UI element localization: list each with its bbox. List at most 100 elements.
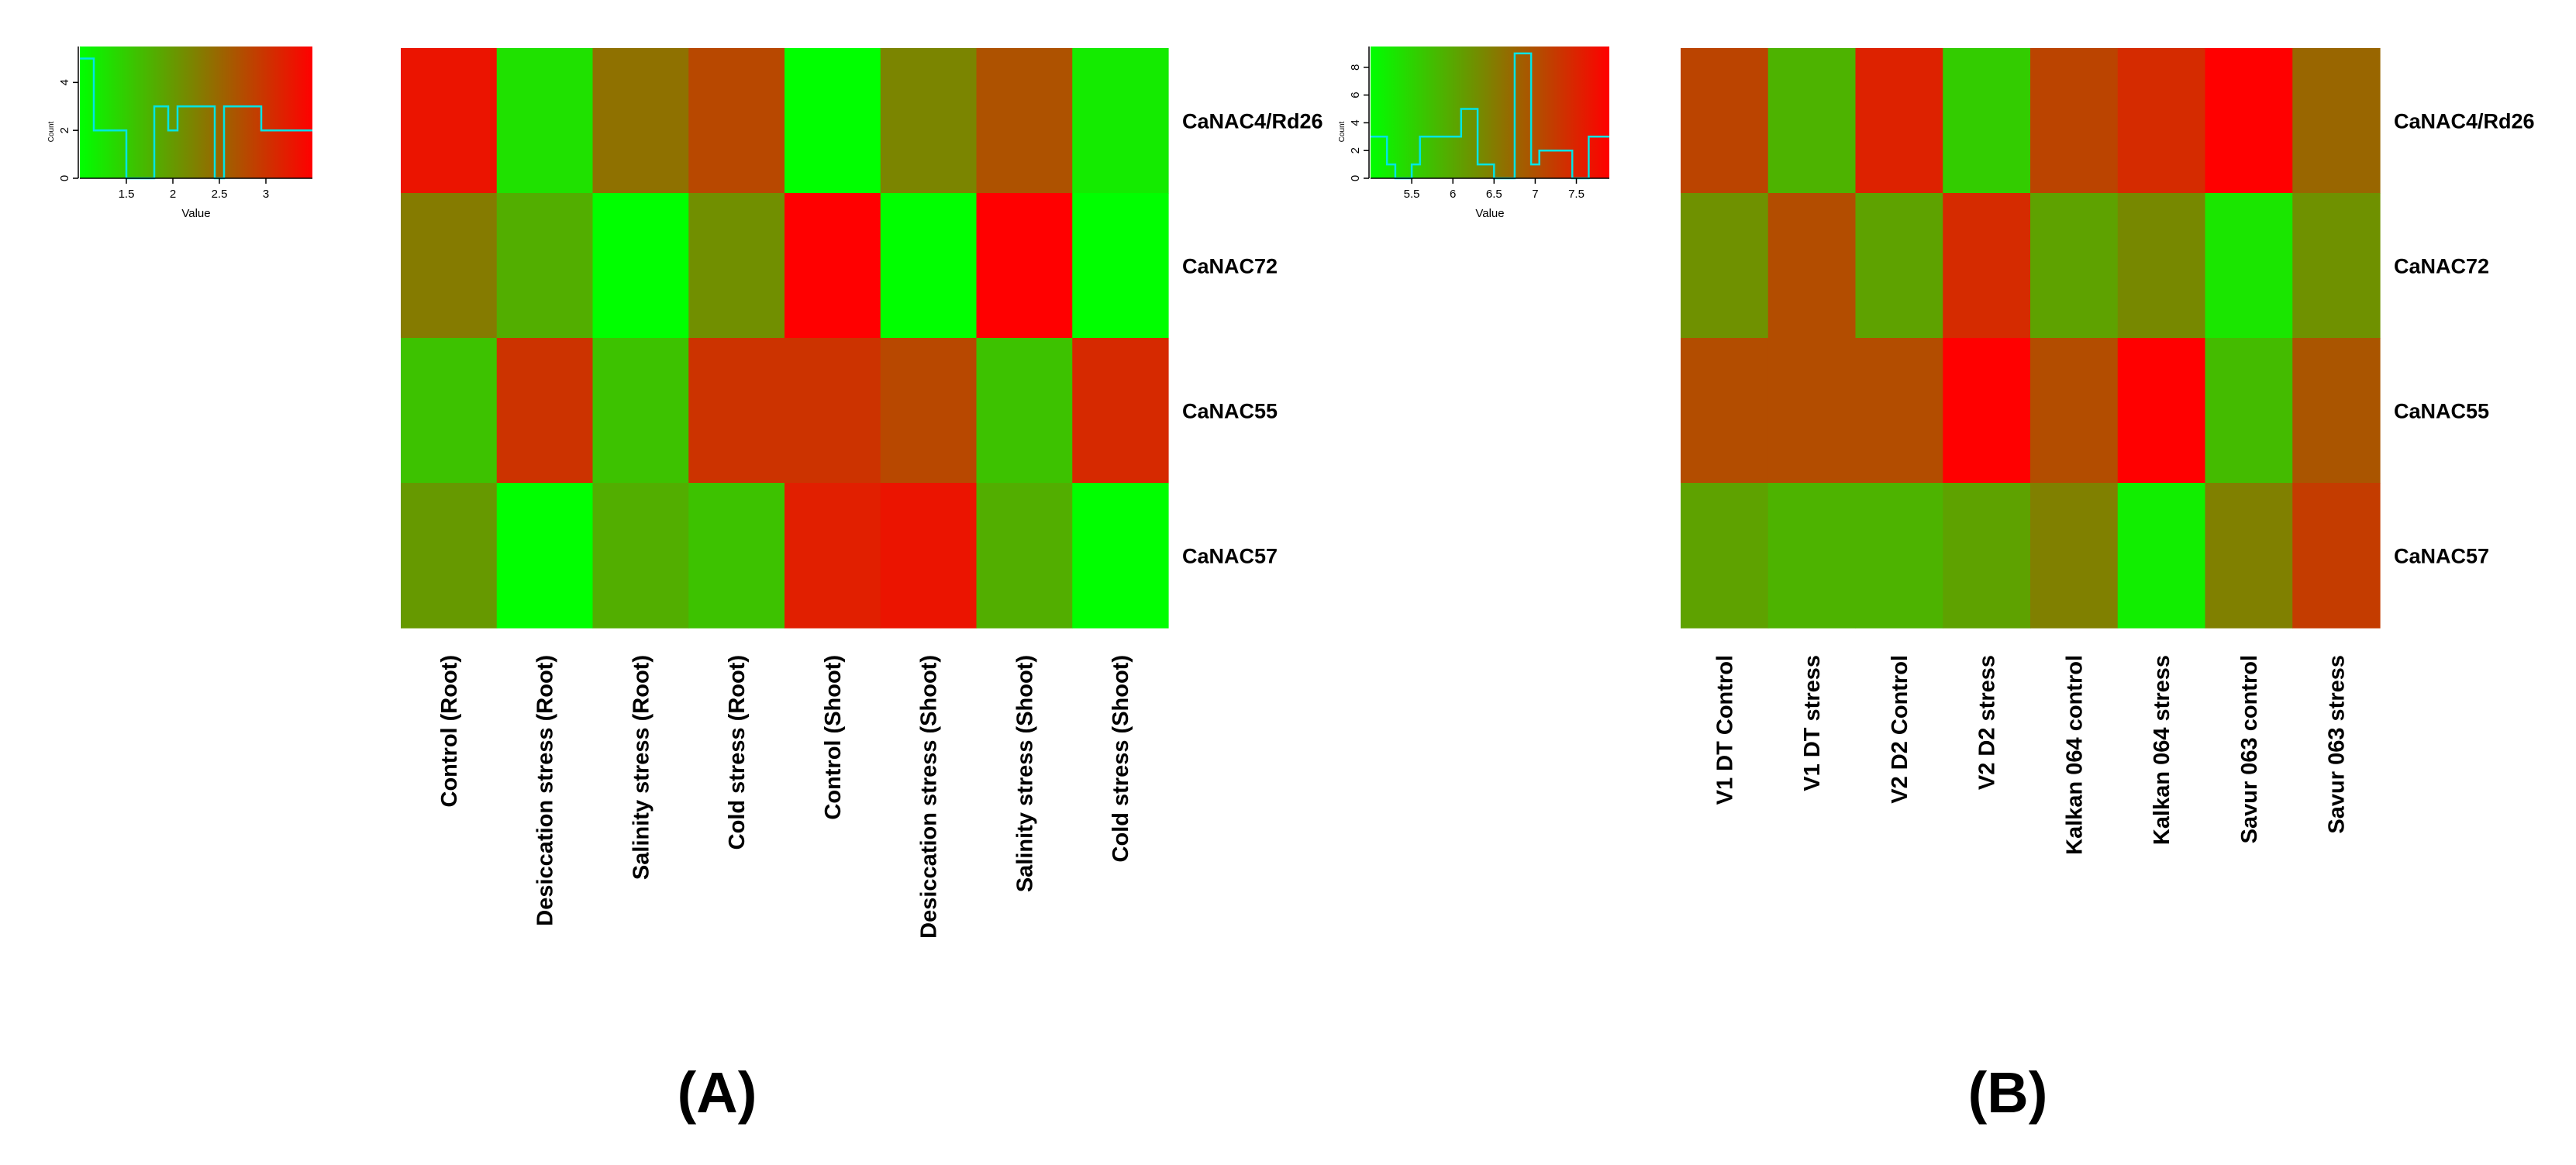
heatmap-cell [592,193,689,339]
heatmap-cell [592,338,689,484]
heatmap-cell [401,193,498,339]
heatmap-cell [2030,193,2119,339]
heatmap-cell [785,483,881,629]
color-key-y-label: Count [1338,121,1347,142]
color-key-y-tick-label: 0 [1349,175,1362,181]
heatmap-cell [1072,483,1169,629]
heatmap-cell [592,483,689,629]
color-key-y-label: Count [47,121,56,142]
heatmap-cell [1767,48,1857,194]
color-key-gradient [1371,47,1609,178]
heatmap-cell [688,48,785,194]
row-label: CaNAC4/Rd26 [1182,110,1323,133]
heatmap-cell [1767,338,1857,484]
heatmap-cell [688,483,785,629]
heatmap-cell [2205,48,2293,194]
column-label: Kalkan 064 control [2062,655,2087,855]
heatmap-cell [1681,193,1769,339]
heatmap-cell [401,48,498,194]
column-label: Kalkan 064 stress [2150,655,2174,845]
row-label: CaNAC55 [1182,400,1278,423]
heatmap-cell [976,483,1073,629]
heatmap-cell [1681,48,1769,194]
color-key-x-tick-label: 2 [170,188,176,201]
color-key-x-tick-label: 6 [1450,188,1456,201]
heatmap-cell [1767,193,1857,339]
heatmap-cell [401,338,498,484]
figure-label-a: (A) [678,1060,757,1125]
heatmap-cell [785,193,881,339]
row-label: CaNAC57 [2394,545,2489,568]
heatmap-cell [1855,48,1943,194]
heatmap-cell [496,48,594,194]
row-label: CaNAC72 [2394,255,2489,278]
heatmap-cell [1072,338,1169,484]
column-label: Desiccation stress (Shoot) [917,655,942,939]
heatmap-cell [785,48,881,194]
heatmap-cell [1855,483,1943,629]
column-label: Savur 063 stress [2325,655,2350,834]
color-key-y-tick-label: 4 [58,79,71,85]
heatmap-cell [2292,48,2381,194]
color-key-y-tick-label: 0 [58,175,71,181]
heatmap-cell [785,338,881,484]
heatmap-cell [1681,338,1769,484]
heatmap-cell [976,48,1073,194]
color-key-y-tick-label: 2 [1349,147,1362,153]
heatmap-cell [496,483,594,629]
heatmap-cell [1855,193,1943,339]
color-key-y-tick-label: 8 [1349,64,1362,71]
color-key-y-tick-label: 4 [1349,119,1362,126]
color-key-x-tick-label: 3 [263,188,269,201]
heatmap-cell [2117,483,2206,629]
column-label: Control (Root) [437,655,462,808]
column-label: Cold stress (Root) [725,655,750,850]
heatmap-cell [2030,483,2119,629]
heatmap-cell [1072,193,1169,339]
column-label: Cold stress (Shoot) [1109,655,1133,862]
heatmap-cell [976,193,1073,339]
color-key-histogram [80,57,312,180]
column-label: V1 DT Control [1712,655,1737,805]
figure-label-b: (B) [1968,1060,2048,1125]
heatmap-cell [2205,483,2293,629]
color-key-x-tick-label: 2.5 [212,188,228,201]
heatmap-cell [880,193,978,339]
color-key-x-tick-label: 5.5 [1404,188,1420,201]
column-label: Desiccation stress (Root) [533,655,558,926]
heatmap-cell [1681,483,1769,629]
heatmap-cell [496,193,594,339]
color-key-x-label: Value [181,207,210,220]
color-key-x-tick-label: 7 [1532,188,1538,201]
heatmap-cell [2117,338,2206,484]
color-key-y-tick-label: 6 [1349,91,1362,98]
heatmap-cell [976,338,1073,484]
row-label: CaNAC72 [1182,255,1278,278]
heatmap-cell [1943,193,2031,339]
heatmap-cell [2117,48,2206,194]
panel-b: CaNAC4/Rd26 CaNAC72 CaNAC55 CaNAC57 V1 DT Co… [1338,47,2535,855]
heatmap-cell [2292,483,2381,629]
heatmap-cell [592,48,689,194]
panel-a: CaNAC4/Rd26 CaNAC72 CaNAC55 CaNAC57 Control … [47,47,1323,939]
color-key-x-tick-label: 7.5 [1568,188,1585,201]
heatmap-cell [688,193,785,339]
heatmap-cell [688,338,785,484]
heatmap-cell [2205,193,2293,339]
column-label: V2 D2 Control [1888,655,1912,804]
heatmap-cell [2292,193,2381,339]
row-label: CaNAC4/Rd26 [2394,110,2535,133]
heatmap-a-cells [401,48,1169,629]
column-label: V2 D2 stress [1975,655,2000,790]
heatmap-cell [401,483,498,629]
color-key-gradient [80,47,312,178]
heatmap-cell [880,338,978,484]
heatmap-cell [1072,48,1169,194]
heatmap-cell [2030,48,2119,194]
heatmap-cell [880,48,978,194]
row-label: CaNAC55 [2394,400,2489,423]
heatmap-cell [1943,483,2031,629]
heatmap-cell [1943,338,2031,484]
heatmap-cell [1767,483,1857,629]
